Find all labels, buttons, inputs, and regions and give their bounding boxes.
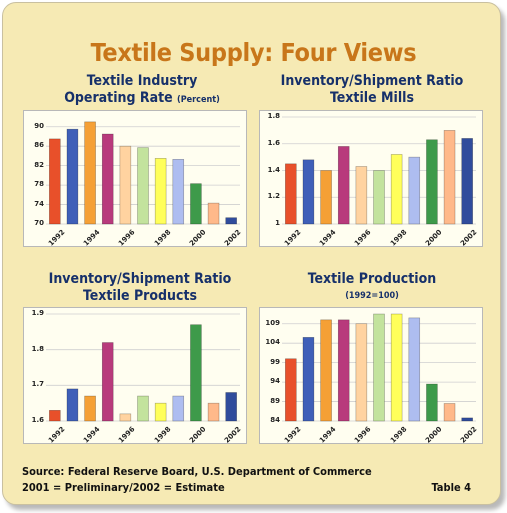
y-tick-label: 70 <box>34 219 44 227</box>
y-tick-label: 86 <box>34 141 44 150</box>
panel-1-title-line1: Textile Industry <box>86 73 198 89</box>
y-tick-label: 1.9 <box>31 309 44 317</box>
panel-2-title-line2: Textile Mills <box>330 90 414 106</box>
panel-1-plot: 70 74 78 82 86 90 1992 1994 1996 1998 2000 2002 <box>23 110 247 248</box>
panel-4-title: Textile Production (1992=100) <box>262 271 482 305</box>
bar-1999 <box>172 395 185 422</box>
bar-2002 <box>225 217 237 225</box>
bar-1993 <box>66 128 79 225</box>
bar-1998 <box>390 313 403 422</box>
y-tick-label: 109 <box>265 318 280 327</box>
y-tick-label: 1.2 <box>267 192 280 201</box>
y-tick-label: 1.6 <box>267 138 280 147</box>
bar-1995 <box>337 146 350 225</box>
bar-1994 <box>84 121 96 225</box>
panel-4-title-line1: Textile Production <box>307 271 437 287</box>
y-tick-label: 104 <box>265 338 280 347</box>
bar-1999 <box>408 156 421 225</box>
bar-1994 <box>320 170 332 225</box>
chart-3-svg <box>46 313 240 422</box>
main-title: Textile Supply: Four Views <box>90 38 417 67</box>
bar-2001 <box>443 403 456 422</box>
panel-3-title-line1: Inventory/Shipment Ratio <box>48 271 232 287</box>
y-tick-label: 1.8 <box>267 112 280 120</box>
bar-1992 <box>49 410 61 422</box>
panel-2-plot: 1 1.2 1.4 1.6 1.8 1992 1994 1996 1998 2000 2002 <box>259 110 483 248</box>
panel-1-title-line2: Operating Rate (Percent) <box>42 90 242 109</box>
bar-1999 <box>172 159 185 225</box>
bar-1992 <box>285 358 297 422</box>
chart-2-svg <box>282 116 476 225</box>
y-tick-label: 1 <box>275 219 280 227</box>
bar-2001 <box>443 130 456 225</box>
bar-1995 <box>337 319 350 422</box>
panel-2-title: Inventory/Shipment Ratio Textile Mills <box>262 73 482 107</box>
y-tick-label: 99 <box>270 357 280 366</box>
y-tick-label: 89 <box>270 396 280 405</box>
bar-1995 <box>101 133 114 225</box>
bar-1993 <box>66 388 79 422</box>
bar-2002 <box>461 417 473 422</box>
bar-2001 <box>207 402 220 422</box>
bar-1998 <box>154 402 167 422</box>
bar-2001 <box>207 202 220 225</box>
bar-2000 <box>426 383 438 422</box>
y-tick-label: 78 <box>34 180 44 189</box>
y-tick-label: 90 <box>34 121 44 130</box>
bar-1998 <box>154 158 167 225</box>
y-tick-label: 1.6 <box>31 416 44 424</box>
bar-2000 <box>190 324 202 422</box>
y-tick-label: 84 <box>270 416 280 424</box>
bar-1994 <box>320 319 332 422</box>
bar-1997 <box>137 147 149 225</box>
y-tick-label: 94 <box>270 377 280 386</box>
bar-1996 <box>355 166 368 225</box>
y-tick-label: 1.4 <box>267 165 280 174</box>
table-label: Table 4 <box>431 481 471 494</box>
y-tick-label: 74 <box>34 199 44 208</box>
panel-4-plot: 84 89 94 99 104 109 1992 1994 1996 1998 2000 2002 <box>259 307 483 445</box>
footer-source: Source: Federal Reserve Board, U.S. Depa… <box>22 465 372 478</box>
bar-1998 <box>390 154 403 225</box>
chart-4-svg <box>282 313 476 422</box>
bar-1993 <box>302 159 315 225</box>
bar-2002 <box>461 138 473 225</box>
bar-2000 <box>426 139 438 225</box>
y-tick-label: 82 <box>34 160 44 169</box>
bar-1994 <box>84 395 96 422</box>
panel-1-subtitle: (Percent) <box>177 95 220 105</box>
bar-2000 <box>190 183 202 225</box>
panel-2-title-line1: Inventory/Shipment Ratio <box>280 73 464 89</box>
bar-1995 <box>101 342 114 422</box>
bar-2002 <box>225 392 237 422</box>
bar-1999 <box>408 317 421 422</box>
y-tick-label: 1.7 <box>31 380 44 389</box>
footer-note: 2001 = Preliminary/2002 = Estimate <box>22 481 225 494</box>
panel-3-title-line2: Textile Products <box>82 288 198 304</box>
bar-1996 <box>119 145 132 225</box>
chart-1-svg <box>46 121 240 225</box>
bar-1996 <box>355 323 368 422</box>
bar-1992 <box>49 138 61 225</box>
bar-1997 <box>373 313 385 422</box>
panel-1-title: Textile Industry Operating Rate (Percent… <box>42 73 242 109</box>
panel-1-title-line2-text: Operating Rate <box>64 90 173 106</box>
bar-1996 <box>119 413 132 422</box>
bar-1992 <box>285 163 297 225</box>
panel-4-subtitle: (1992=100) <box>345 291 399 301</box>
panel-3-title: Inventory/Shipment Ratio Textile Product… <box>30 271 250 305</box>
y-tick-label: 1.8 <box>31 344 44 353</box>
bar-1993 <box>302 337 315 422</box>
bar-1997 <box>137 395 149 422</box>
panel-3-plot: 1.6 1.7 1.8 1.9 1992 1994 1996 1998 2000 2002 <box>23 307 247 445</box>
bar-1997 <box>373 170 385 225</box>
